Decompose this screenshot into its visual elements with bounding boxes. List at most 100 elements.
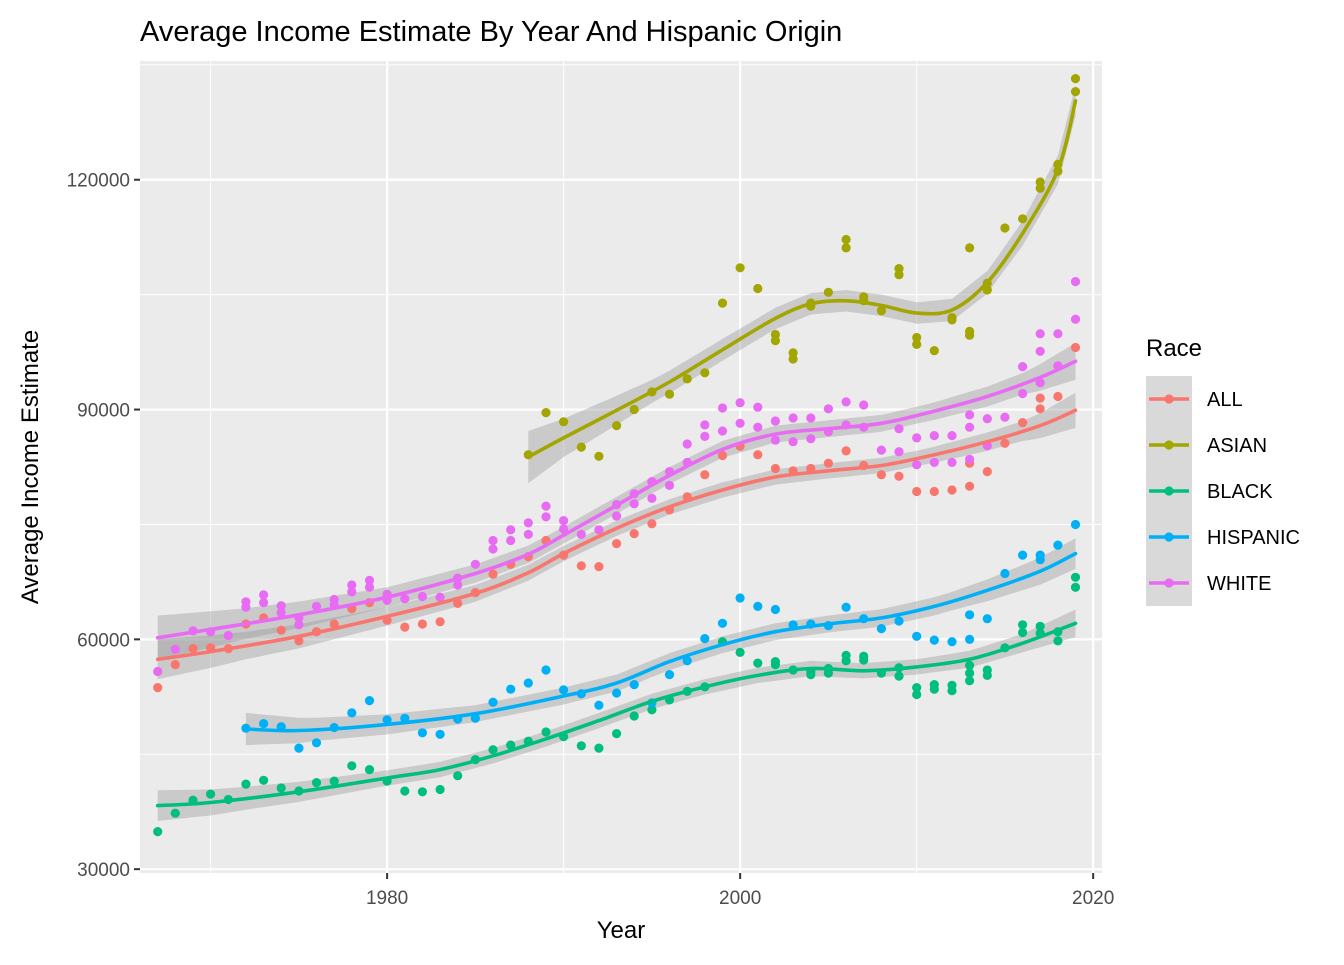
- data-point: [170, 644, 180, 654]
- data-point: [806, 413, 816, 423]
- smooth-lines: [155, 99, 1078, 808]
- data-point: [823, 404, 834, 414]
- data-point: [506, 525, 516, 535]
- data-point: [912, 460, 922, 470]
- legend-label: ASIAN: [1207, 435, 1267, 457]
- y-tick-label: 90000: [77, 401, 130, 422]
- legend-label: WHITE: [1207, 573, 1271, 595]
- confidence-band: [157, 392, 1076, 680]
- legend-label: BLACK: [1207, 481, 1273, 503]
- data-point: [1053, 636, 1063, 646]
- legend-key-point: [1164, 440, 1174, 450]
- data-point: [647, 493, 657, 503]
- data-point: [947, 431, 957, 441]
- data-point: [347, 587, 357, 597]
- data-point: [612, 539, 622, 549]
- data-point: [311, 601, 322, 612]
- data-point: [753, 601, 763, 612]
- data-point: [294, 636, 304, 646]
- data-point: [488, 535, 498, 546]
- data-point: [735, 647, 745, 658]
- y-tick-label: 120000: [67, 171, 130, 192]
- data-point: [453, 771, 463, 781]
- data-point: [1053, 540, 1063, 550]
- data-point: [894, 424, 904, 434]
- confidence-band: [245, 538, 1076, 746]
- data-point: [876, 445, 887, 455]
- data-point: [735, 593, 745, 603]
- data-point: [647, 705, 657, 715]
- data-point: [965, 610, 975, 620]
- data-point: [435, 617, 445, 627]
- data-point: [1053, 391, 1063, 402]
- data-point: [770, 660, 781, 670]
- data-point: [876, 624, 887, 634]
- data-point: [894, 270, 904, 280]
- data-point: [947, 485, 957, 495]
- data-point: [664, 480, 675, 490]
- data-point: [170, 808, 180, 818]
- data-point: [453, 598, 463, 609]
- smooth-line: [155, 359, 1078, 640]
- data-point: [823, 458, 834, 468]
- legend-key-point: [1164, 532, 1174, 542]
- data-point: [912, 332, 922, 343]
- data-point: [682, 656, 692, 666]
- data-point: [259, 719, 269, 729]
- data-point: [400, 594, 410, 604]
- data-point: [400, 622, 410, 632]
- data-point: [700, 634, 710, 644]
- data-point: [294, 620, 304, 630]
- data-point: [876, 306, 887, 316]
- data-point: [682, 439, 692, 449]
- data-point: [788, 354, 798, 364]
- data-point: [1035, 621, 1045, 631]
- legend-key-point: [1164, 394, 1174, 404]
- data-point: [965, 422, 975, 432]
- data-point: [770, 463, 781, 474]
- data-point: [417, 787, 427, 797]
- data-point: [1070, 87, 1081, 97]
- data-point: [717, 403, 728, 413]
- data-point: [700, 431, 710, 441]
- data-point: [1070, 519, 1081, 530]
- data-point: [1018, 388, 1028, 399]
- data-point: [700, 420, 710, 430]
- x-tick-label: 2000: [719, 888, 761, 909]
- data-point: [276, 607, 286, 618]
- data-point: [594, 451, 604, 461]
- data-point: [841, 397, 851, 407]
- data-point: [1018, 627, 1028, 638]
- plot-panel: [140, 61, 1102, 873]
- data-point: [753, 450, 763, 460]
- data-point: [488, 569, 498, 579]
- data-point: [347, 761, 357, 771]
- data-point: [982, 285, 992, 295]
- x-axis-title: Year: [597, 917, 646, 944]
- data-point: [753, 658, 763, 668]
- data-point: [982, 414, 992, 424]
- data-point: [912, 631, 922, 641]
- data-point: [929, 346, 939, 356]
- data-point: [912, 486, 922, 497]
- data-point: [806, 434, 816, 444]
- smooth-line: [155, 408, 1078, 662]
- data-point: [629, 404, 639, 415]
- data-point: [629, 680, 639, 690]
- data-point: [664, 389, 675, 399]
- data-point: [1000, 438, 1010, 448]
- data-point: [1053, 329, 1063, 339]
- data-point: [488, 697, 498, 707]
- data-point: [664, 670, 675, 680]
- data-point: [965, 330, 975, 340]
- data-point: [770, 416, 781, 426]
- data-point: [841, 243, 851, 253]
- data-point: [594, 700, 604, 710]
- data-point: [717, 450, 728, 461]
- smooth-line: [244, 551, 1078, 733]
- legend-title: Race: [1146, 335, 1202, 362]
- data-point: [1018, 550, 1028, 560]
- x-tick-label: 1980: [366, 888, 408, 909]
- data-point: [612, 511, 622, 521]
